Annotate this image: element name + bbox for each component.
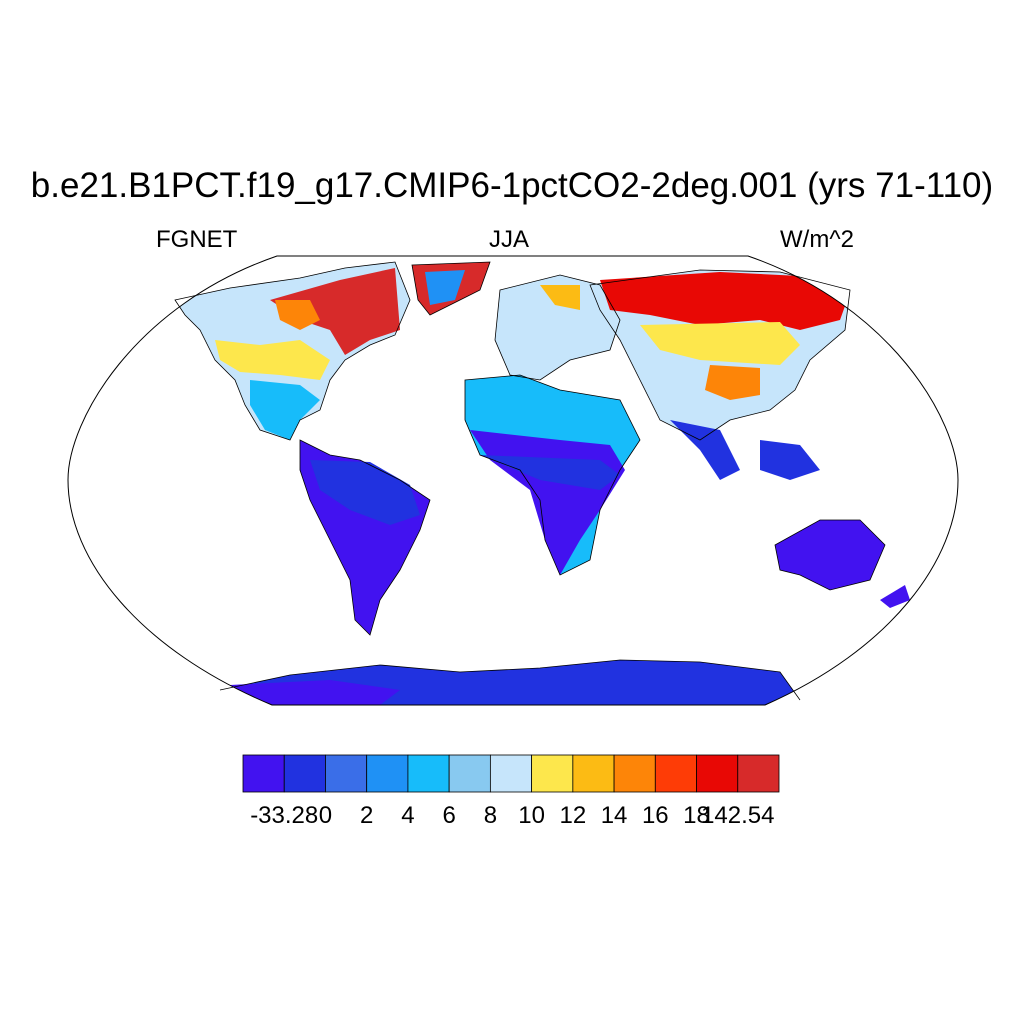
plot-title: b.e21.B1PCT.f19_g17.CMIP6-1pctCO2-2deg.0…	[30, 166, 994, 205]
variable-label: FGNET	[156, 226, 238, 253]
australia-region	[775, 520, 885, 590]
coastlines	[174, 261, 886, 701]
colorbar-swatch-13	[737, 754, 780, 793]
colorbar-label: 2	[360, 802, 374, 829]
colorbar-label: 6	[442, 802, 456, 829]
colorbar-label: -33.28	[250, 802, 319, 829]
land-field	[175, 262, 910, 705]
colorbar-label: 4	[401, 802, 415, 829]
colorbar-label: 142.54	[701, 802, 775, 829]
map-boundary	[67, 255, 959, 706]
units-label: W/m^2	[780, 226, 854, 253]
season-label: JJA	[489, 226, 530, 253]
colorbar-swatch-5	[407, 754, 450, 793]
colorbar-swatch-6	[448, 754, 491, 793]
colorbar-swatch-4	[366, 754, 409, 793]
colorbar-label: 16	[641, 802, 669, 829]
colorbar-label: 12	[559, 802, 587, 829]
colorbar-swatch-7	[489, 754, 533, 793]
colorbar-swatch-12	[696, 754, 739, 793]
colorbar-label: 0	[318, 802, 333, 829]
colorbar-swatch-10	[613, 754, 656, 793]
colorbar-swatch-3	[325, 754, 368, 793]
colorbar-label: 8	[483, 802, 498, 829]
colorbar-swatch-1	[242, 754, 285, 793]
colorbar	[242, 754, 780, 793]
colorbar-swatch-2	[283, 754, 326, 793]
colorbar-label: 14	[600, 802, 628, 829]
colorbar-label: 10	[518, 802, 545, 829]
colorbar-swatch-11	[654, 754, 697, 793]
colorbar-label: 18	[683, 802, 710, 829]
colorbar-swatch-8	[531, 754, 574, 793]
colorbar-swatch-9	[572, 754, 615, 793]
europe-region	[495, 275, 620, 380]
